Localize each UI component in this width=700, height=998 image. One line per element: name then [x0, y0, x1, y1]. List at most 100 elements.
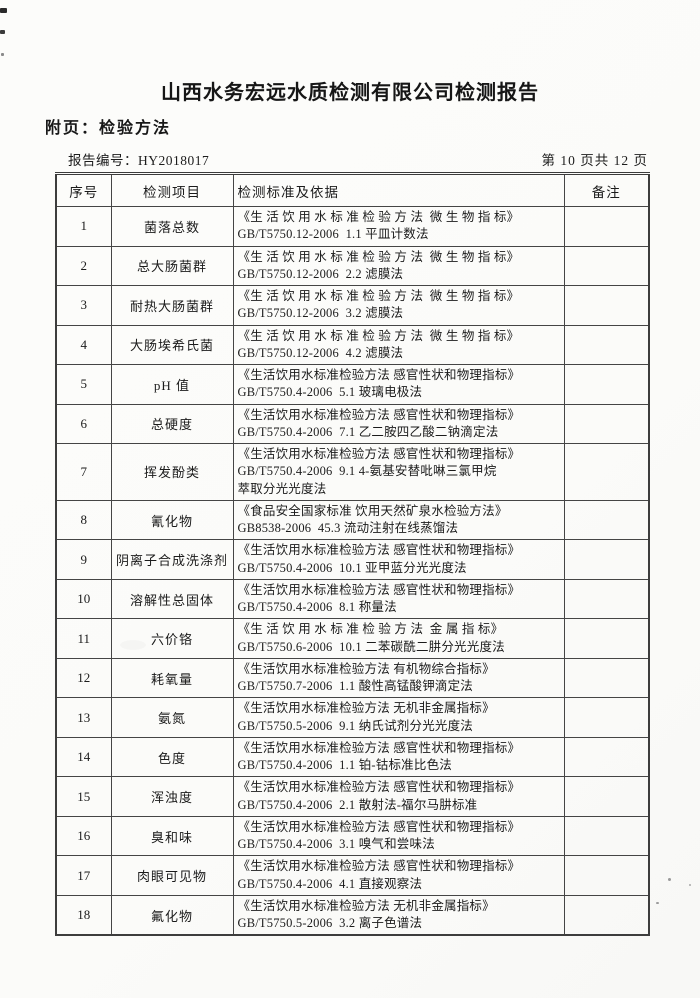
method-line: GB/T5750.12-2006 1.1 平皿计数法 [237, 227, 429, 242]
method-line: 《食品安全国家标准 饮用天然矿泉水检验方法》 [237, 503, 508, 518]
method-line: 《生活饮用水标准检验方法 感官性状和物理指标》 [237, 543, 521, 558]
cell-serial-number: 16 [55, 815, 112, 857]
cell-remark [563, 618, 650, 659]
cell-test-item: pH 值 [110, 364, 234, 405]
method-line: 《生 活 饮 用 水 标 准 检 验 方 法 微 生 物 指 标》 [237, 210, 520, 224]
cell-remark [563, 736, 650, 778]
method-line: GB/T5750.4-2006 5.1 玻璃电极法 [237, 385, 423, 400]
method-line: GB/T5750.4-2006 7.1 乙二胺四乙酸二钠滴定法 [237, 424, 499, 439]
method-line: 《生 活 饮 用 水 标 准 检 验 方 法 金 属 指 标》 [237, 622, 504, 637]
table-row: 3 耐热大肠菌群 《生 活 饮 用 水 标 准 检 验 方 法 微 生 物 指 … [55, 285, 650, 326]
cell-serial-number: 1 [55, 206, 112, 247]
method-line: 《生活饮用水标准检验方法 感官性状和物理指标》 [237, 859, 521, 874]
cell-remark [563, 499, 650, 541]
page-indicator: 第 10 页共 12 页 [541, 153, 648, 168]
page-title: 山西水务宏远水质检测有限公司检测报告 [161, 82, 539, 104]
table-row: 5 pH 值 《生活饮用水标准检验方法 感官性状和物理指标》 GB/T5750.4… [55, 364, 650, 405]
cell-serial-number: 18 [55, 894, 112, 937]
method-line: GB/T5750.5-2006 9.1 纳氏试剂分光光度法 [237, 718, 474, 733]
scan-smudge [689, 884, 691, 886]
cell-test-item: 大肠埃希氏菌 [110, 324, 234, 365]
scan-smudge [668, 878, 671, 881]
cell-serial-number: 8 [55, 499, 112, 541]
cell-remark [563, 697, 650, 738]
cell-test-item: 臭和味 [110, 815, 234, 857]
method-line: GB8538-2006 45.3 流动注射在线蒸馏法 [237, 521, 459, 535]
scan-smudge [648, 918, 650, 920]
cell-test-standard: 《生活饮用水标准检验方法 感官性状和物理指标》 GB/T5750.4-2006 1… [232, 736, 565, 778]
cell-test-standard: 《生活饮用水标准检验方法 感官性状和物理指标》 GB/T5750.4-2006 1… [232, 539, 565, 580]
cell-test-standard: 《生活饮用水标准检验方法 感官性状和物理指标》 GB/T5750.4-2006 5… [232, 364, 565, 405]
method-line: 《生活饮用水标准检验方法 感官性状和物理指标》 [237, 582, 521, 597]
cell-serial-number: 10 [55, 578, 112, 620]
cell-remark [563, 285, 650, 326]
cell-serial-number: 17 [55, 855, 112, 896]
cell-serial-number: 5 [55, 364, 112, 405]
cell-test-item: 氨氮 [110, 697, 234, 738]
cell-test-item: 阴离子合成洗涤剂 [110, 539, 234, 580]
method-line: 《生活饮用水标准检验方法 感官性状和物理指标》 [237, 368, 521, 382]
cell-test-item: 氟化物 [110, 894, 234, 937]
cell-remark [563, 206, 650, 247]
cell-test-item: 浑浊度 [110, 776, 234, 817]
cell-test-standard: 《生活饮用水标准检验方法 感官性状和物理指标》 GB/T5750.4-2006 2… [232, 776, 565, 817]
cell-test-standard: 《生活饮用水标准检验方法 感官性状和物理指标》 GB/T5750.4-2006 4… [232, 855, 565, 896]
cell-remark [563, 657, 650, 699]
table-row: 8 氰化物 《食品安全国家标准 饮用天然矿泉水检验方法》 GB8538-2006 … [55, 499, 650, 541]
method-line: GB/T5750.12-2006 4.2 滤膜法 [237, 345, 404, 360]
method-line: 《生 活 饮 用 水 标 准 检 验 方 法 微 生 物 指 标》 [237, 328, 520, 343]
method-line: GB/T5750.4-2006 8.1 称量法 [237, 600, 397, 614]
cell-test-standard: 《生活饮用水标准检验方法 感官性状和物理指标》 GB/T5750.4-2006 9… [232, 443, 565, 501]
table-row: 10 溶解性总固体 《生活饮用水标准检验方法 感官性状和物理指标》 GB/T575… [55, 578, 650, 620]
method-line: 《生活饮用水标准检验方法 感官性状和物理指标》 [237, 780, 521, 795]
header-cell-item: 检测项目 [110, 172, 234, 207]
method-line: GB/T5750.12-2006 2.2 滤膜法 [237, 266, 404, 281]
method-line: GB/T5750.4-2006 3.1 嗅气和尝味法 [237, 837, 435, 851]
scan-smudge [0, 30, 5, 34]
cell-test-item: 总硬度 [110, 403, 234, 444]
cell-test-standard: 《生 活 饮 用 水 标 准 检 验 方 法 金 属 指 标》 GB/T5750.… [232, 618, 565, 659]
cell-serial-number: 6 [55, 403, 112, 444]
method-line: 《生活饮用水标准检验方法 无机非金属指标》 [237, 898, 495, 913]
table-row: 4 大肠埃希氏菌 《生 活 饮 用 水 标 准 检 验 方 法 微 生 物 指 … [55, 324, 650, 365]
cell-serial-number: 7 [55, 443, 112, 501]
method-line: GB/T5750.4-2006 9.1 4-氨基安替吡啉三氯甲烷 [237, 464, 497, 479]
table-row: 1 菌落总数 《生 活 饮 用 水 标 准 检 验 方 法 微 生 物 指 标》… [55, 206, 650, 247]
cell-remark [563, 894, 650, 937]
methods-table: 序号 检测项目 检测标准及依据 备注 1 菌落总数 《生 活 饮 用 水 标 准… [55, 172, 650, 937]
cell-serial-number: 9 [55, 539, 112, 580]
cell-serial-number: 15 [55, 776, 112, 817]
cell-test-standard: 《生活饮用水标准检验方法 感官性状和物理指标》 GB/T5750.4-2006 7… [232, 403, 565, 444]
cell-test-item: 氰化物 [110, 499, 234, 541]
cell-remark [563, 539, 650, 580]
table-row: 16 臭和味 《生活饮用水标准检验方法 感官性状和物理指标》 GB/T5750.4… [55, 815, 650, 857]
cell-remark [563, 815, 650, 857]
table-row: 7 挥发酚类 《生活饮用水标准检验方法 感官性状和物理指标》 GB/T5750.4… [55, 443, 650, 501]
cell-remark [563, 324, 650, 365]
table-row: 11 六价铬 《生 活 饮 用 水 标 准 检 验 方 法 金 属 指 标》 GB… [55, 618, 650, 659]
cell-remark [563, 364, 650, 405]
page-subtitle: 附页：检验方法 [45, 120, 172, 137]
cell-test-item: 菌落总数 [110, 206, 234, 247]
method-line: GB/T5750.7-2006 1.1 酸性高锰酸钾滴定法 [237, 679, 474, 693]
scan-smudge [656, 902, 659, 904]
cell-test-item: 色度 [110, 736, 234, 778]
cell-test-item: 六价铬 [110, 618, 234, 659]
cell-serial-number: 3 [55, 285, 112, 326]
method-line: GB/T5750.4-2006 2.1 散射法-福尔马肼标准 [237, 797, 478, 812]
scan-smudge [0, 8, 7, 13]
cell-test-item: 挥发酚类 [110, 443, 234, 501]
cell-test-standard: 《生 活 饮 用 水 标 准 检 验 方 法 微 生 物 指 标》 GB/T575… [232, 324, 565, 365]
method-line: 《生活饮用水标准检验方法 感官性状和物理指标》 [237, 407, 521, 422]
cell-remark [563, 855, 650, 896]
cell-test-standard: 《生 活 饮 用 水 标 准 检 验 方 法 微 生 物 指 标》 GB/T575… [232, 245, 565, 286]
table-row: 12 耗氧量 《生活饮用水标准检验方法 有机物综合指标》 GB/T5750.7-2… [55, 657, 650, 699]
scan-smudge [1, 53, 4, 56]
table-row: 6 总硬度 《生活饮用水标准检验方法 感官性状和物理指标》 GB/T5750.4-… [55, 403, 650, 444]
method-line: GB/T5750.6-2006 10.1 二苯碳酰二肼分光光度法 [237, 639, 505, 654]
report-number: 报告编号：HY2018017 [68, 153, 210, 168]
cell-serial-number: 4 [55, 324, 112, 365]
method-line: 萃取分光光度法 [237, 481, 327, 496]
table-row: 14 色度 《生活饮用水标准检验方法 感官性状和物理指标》 GB/T5750.4-… [55, 736, 650, 778]
table-header-row: 序号 检测项目 检测标准及依据 备注 [55, 172, 650, 207]
